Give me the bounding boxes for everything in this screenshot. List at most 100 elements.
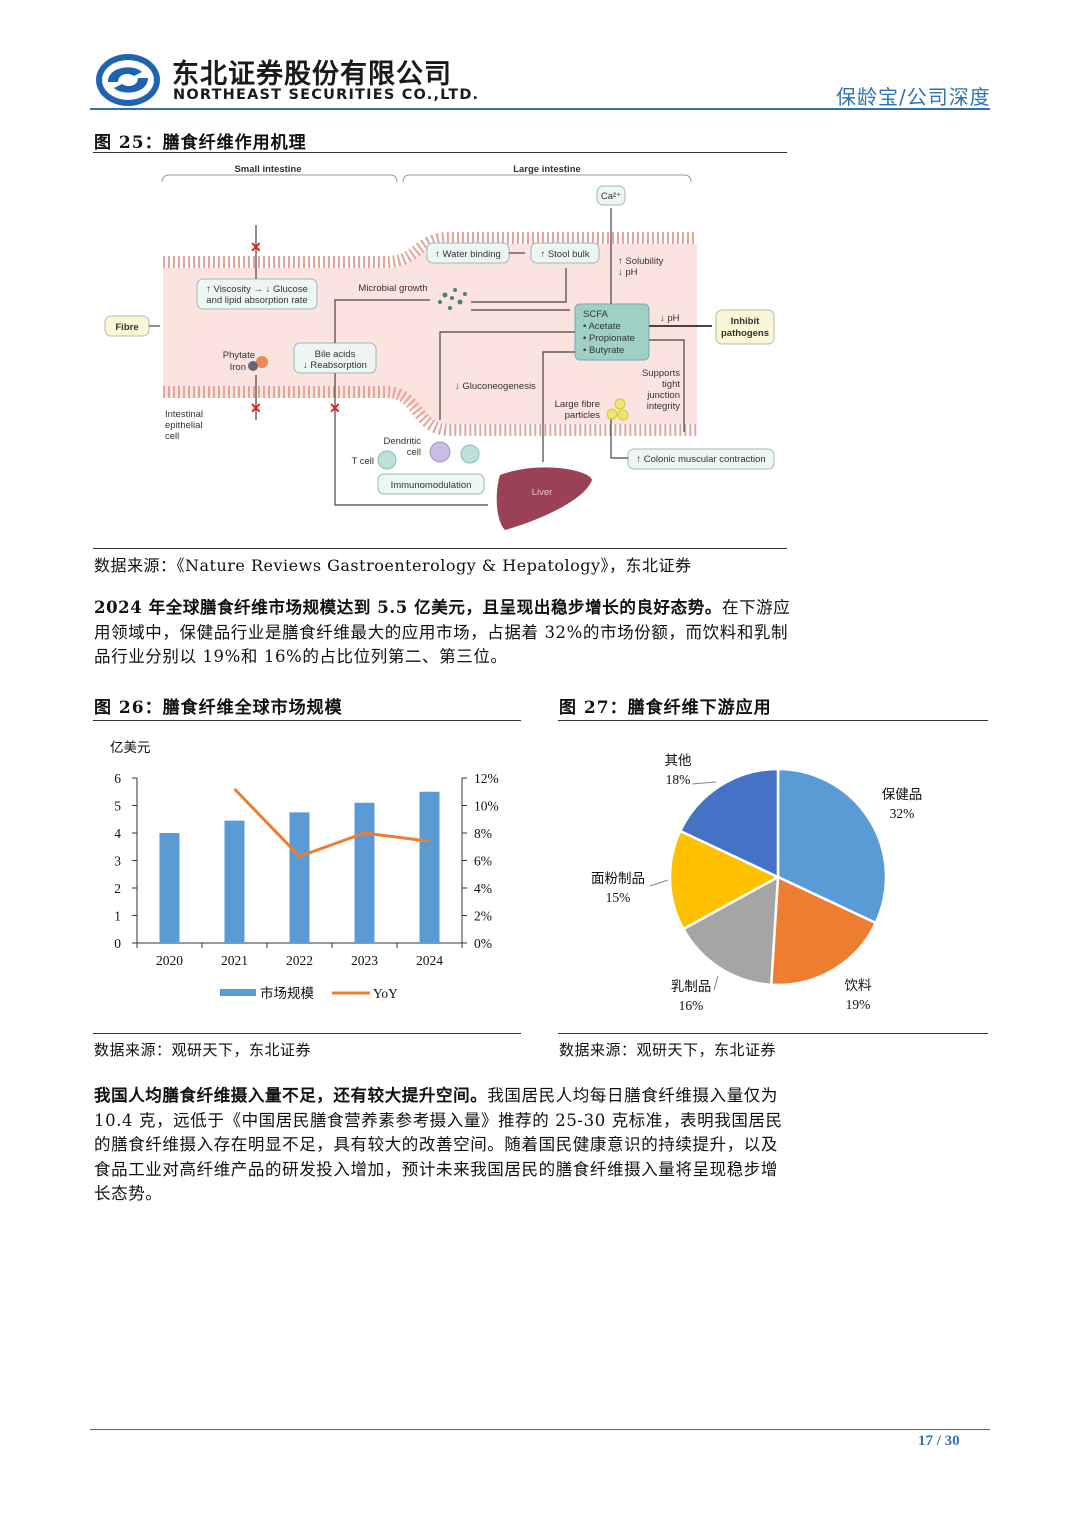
paragraph-lead: 2024 年全球膳食纤维市场规模达到 5.5 亿美元，且呈现出稳步增长的良好态势… [94, 598, 722, 617]
company-name-cn: 东北证券股份有限公司 [172, 59, 452, 90]
x-tick-label: 2023 [351, 953, 378, 968]
svg-text:✕: ✕ [329, 400, 341, 416]
svg-text:↓ pH: ↓ pH [618, 267, 638, 278]
y-tick-label: 5 [114, 799, 121, 814]
large-intestine-bracket [402, 174, 692, 183]
svg-text:SCFA: SCFA [583, 309, 608, 320]
bar-2021 [224, 820, 245, 943]
svg-text:epithelial: epithelial [165, 420, 203, 431]
paragraph-market-size: 2024 年全球膳食纤维市场规模达到 5.5 亿美元，且呈现出稳步增长的良好态势… [94, 596, 794, 670]
pie-slice-2 [681, 874, 780, 987]
y2-tick-label: 10% [474, 799, 499, 814]
leader-line [713, 975, 719, 991]
svg-text:↓ pH: ↓ pH [660, 313, 680, 324]
svg-text:Dendritic: Dendritic [384, 436, 422, 447]
downstream-application-chart: 保健品 32% 饮料 19% 乳制品 16% 面粉制品 15% 其他 18% [591, 753, 923, 1013]
pie-label: 面粉制品 [591, 871, 645, 886]
x-tick-label: 2021 [221, 953, 248, 968]
svg-text:↓ Reabsorption: ↓ Reabsorption [303, 360, 367, 371]
current-page: 17 [918, 1433, 933, 1449]
svg-text:Intestinal: Intestinal [165, 409, 203, 420]
footer-divider [90, 1429, 990, 1430]
svg-text:Iron: Iron [230, 362, 246, 373]
svg-text:✕: ✕ [250, 239, 262, 255]
figure27-bottom-rule [558, 1033, 988, 1034]
svg-text:↓ Gluconeogenesis: ↓ Gluconeogenesis [455, 381, 536, 392]
y2-tick-label: 6% [474, 854, 492, 869]
pie-slice-0 [776, 767, 888, 925]
y-tick-label: 6 [114, 771, 121, 786]
pie-label: 保健品 [882, 787, 923, 802]
y2-tick-label: 2% [474, 909, 492, 924]
pie-value: 32% [890, 806, 915, 821]
figure27-title: 图 27：膳食纤维下游应用 [559, 698, 772, 718]
svg-text:Immunomodulation: Immunomodulation [391, 480, 472, 491]
doc-title: 保龄宝/公司深度 [836, 85, 991, 109]
label-large-intestine: Large intestine [513, 164, 581, 175]
yoy-line [233, 787, 430, 859]
y-tick-label: 4 [114, 826, 121, 841]
svg-text:Fibre: Fibre [115, 322, 138, 333]
x-tick-label: 2024 [416, 953, 443, 968]
svg-text:✕: ✕ [250, 400, 262, 416]
y-tick-label: 2 [114, 881, 121, 896]
paragraph-body: 我国居民人均每日膳食纤维摄入量仅为 10.4 克，远低于《中国居民膳食营养素参考… [94, 1086, 783, 1203]
bar-2024 [419, 791, 440, 943]
svg-text:tight: tight [662, 379, 680, 390]
pie-slice-3 [668, 829, 781, 931]
pie-label: 饮料 [845, 978, 873, 993]
total-pages: 30 [944, 1433, 960, 1449]
svg-text:↑ Colonic muscular contraction: ↑ Colonic muscular contraction [636, 454, 765, 465]
paragraph-lead: 我国人均膳食纤维摄入量不足，还有较大提升空间。 [94, 1086, 488, 1105]
figure26-top-rule [93, 720, 521, 721]
svg-text:cell: cell [407, 447, 421, 458]
y-tick-label: 3 [114, 854, 121, 869]
figure25-title: 图 25：膳食纤维作用机理 [94, 133, 307, 153]
intestine-wall-bottom [163, 386, 697, 436]
svg-text:Large fibre: Large fibre [555, 399, 600, 410]
y2-tick-label: 0% [474, 936, 492, 951]
figure25-top-rule [93, 152, 787, 153]
bar-2020 [159, 833, 180, 943]
svg-text:Phytate: Phytate [223, 350, 255, 361]
pie-slice-4 [678, 767, 780, 879]
figure25-source: 数据来源：《Nature Reviews Gastroenterology & … [94, 556, 692, 575]
svg-text:Inhibit: Inhibit [731, 316, 760, 327]
figure27-source: 数据来源：观研天下，东北证券 [559, 1041, 777, 1059]
company-name-en: NORTHEAST SECURITIES CO.,LTD. [173, 87, 480, 103]
svg-text:pathogens: pathogens [721, 328, 769, 339]
figure25-bottom-rule [93, 548, 787, 549]
liver-icon [496, 467, 592, 530]
iron-icon [248, 361, 258, 371]
svg-text:cell: cell [165, 431, 179, 442]
svg-text:Microbial growth: Microbial growth [358, 283, 427, 294]
bar-2022 [289, 812, 310, 943]
pie-slice-1 [769, 875, 878, 987]
y2-tick-label: 12% [474, 771, 499, 786]
microbes [438, 288, 467, 310]
intestine-wall-top [163, 232, 697, 268]
unit-label: 亿美元 [110, 740, 151, 755]
pie-label: 乳制品 [671, 979, 712, 994]
svg-text:junction: junction [646, 390, 680, 401]
svg-text:• Acetate: • Acetate [583, 321, 621, 332]
figure26-bottom-rule [93, 1033, 521, 1034]
y-tick-label: 0 [114, 936, 121, 951]
svg-text:integrity: integrity [647, 401, 681, 412]
phytate-icon [256, 356, 268, 368]
pie-value: 18% [666, 772, 691, 787]
svg-text:• Butyrate: • Butyrate [583, 345, 624, 356]
bar-2023 [354, 802, 375, 943]
y2-tick-label: 8% [474, 826, 492, 841]
fibre-mechanism-diagram: Small intestine Large intestine [104, 164, 775, 530]
svg-text:↑ Stool bulk: ↑ Stool bulk [540, 249, 589, 260]
legend-label-market-size: 市场规模 [260, 985, 314, 1001]
pie-value: 16% [679, 998, 704, 1013]
pie-value: 19% [846, 997, 871, 1012]
svg-text:↑ Viscosity → ↓ Glucose: ↑ Viscosity → ↓ Glucose [206, 284, 308, 295]
svg-text:and lipid absorption rate: and lipid absorption rate [206, 295, 307, 306]
y-tick-label: 1 [114, 909, 121, 924]
svg-text:Bile acids: Bile acids [315, 349, 356, 360]
leader-line [691, 781, 717, 785]
page-number: 17 / 30 [918, 1433, 960, 1449]
